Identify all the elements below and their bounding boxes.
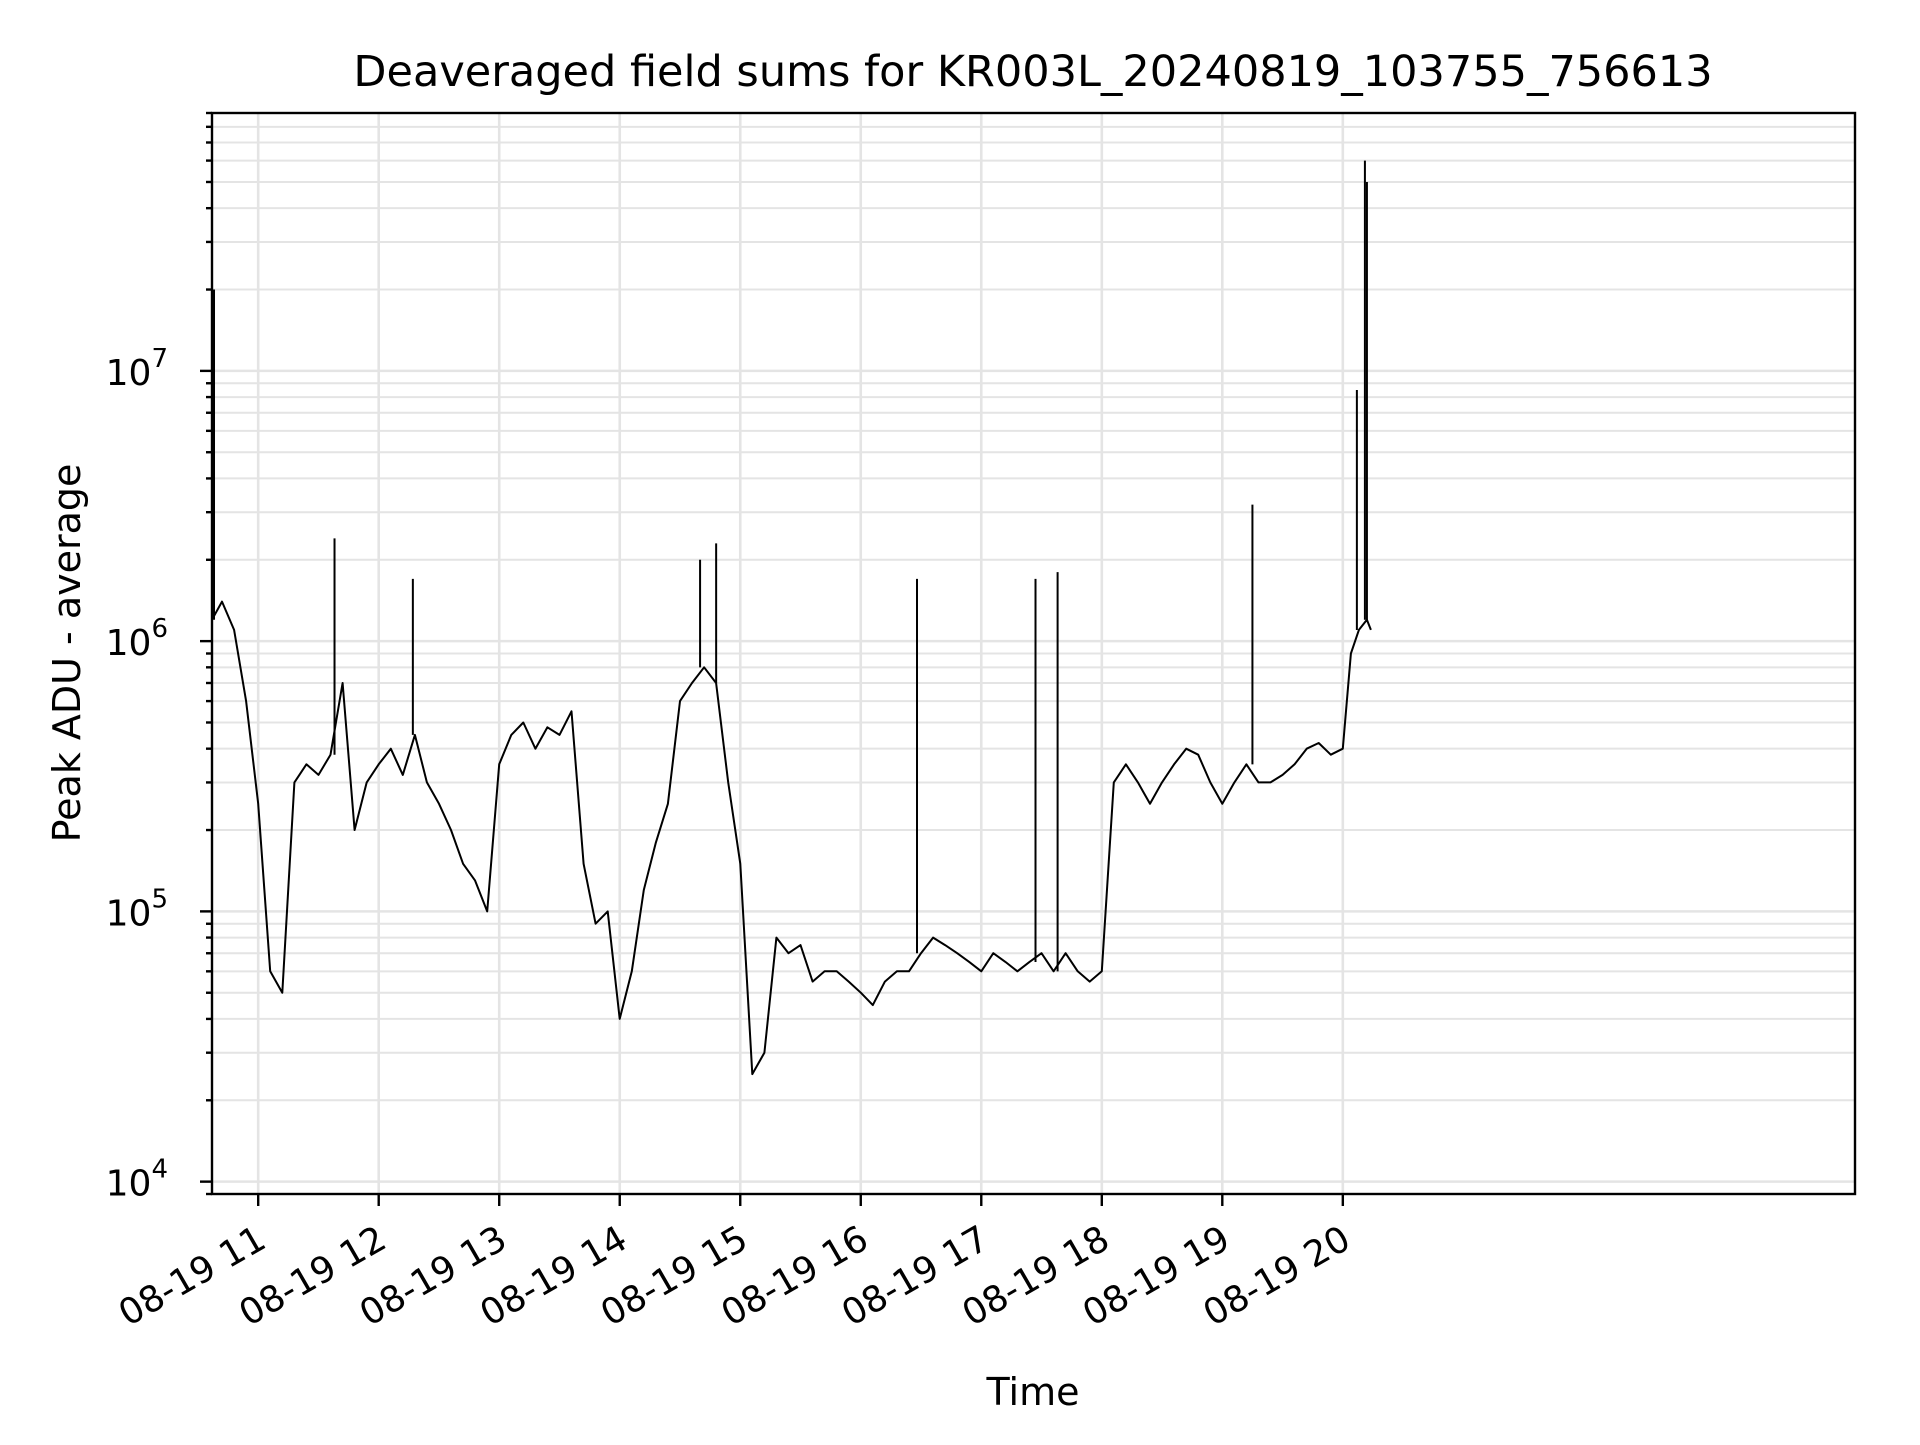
y-tick-label: 107 [106, 344, 168, 394]
y-tick-exponent: 4 [151, 1155, 168, 1185]
y-tick-label: 106 [106, 614, 168, 664]
y-tick-exponent: 5 [151, 884, 168, 914]
y-tick-exponent: 6 [151, 614, 168, 644]
y-tick-base: 10 [106, 623, 152, 664]
y-tick-label: 104 [106, 1155, 168, 1205]
y-tick-base: 10 [106, 353, 152, 394]
grid-layer [212, 112, 1855, 1195]
series-layer [211, 160, 1372, 1076]
x-axis-label: Time [986, 1370, 1080, 1414]
y-tick-exponent: 7 [151, 344, 168, 374]
series-line [211, 600, 1372, 1076]
y-tick-base: 10 [106, 893, 152, 934]
chart-title: Deaveraged field sums for KR003L_2024081… [353, 47, 1712, 97]
y-axis-label: Peak ADU - average [45, 464, 89, 843]
y-tick-base: 10 [106, 1164, 152, 1205]
y-tick-label: 105 [106, 884, 168, 934]
